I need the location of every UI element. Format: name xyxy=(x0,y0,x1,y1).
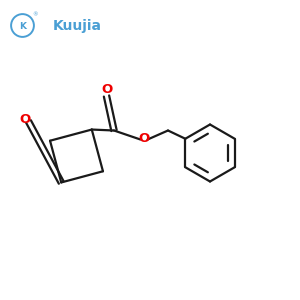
Text: ®: ® xyxy=(32,12,38,17)
Text: Kuujia: Kuujia xyxy=(52,19,101,33)
Text: O: O xyxy=(101,83,112,96)
Text: O: O xyxy=(19,112,30,126)
Text: O: O xyxy=(138,131,150,145)
Text: K: K xyxy=(19,22,26,31)
